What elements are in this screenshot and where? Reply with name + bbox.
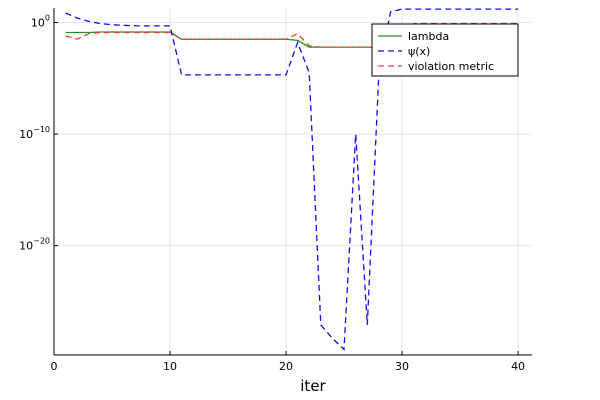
x-tick-label: 20: [279, 360, 293, 373]
x-ticks: 0 10 20 30 40: [51, 351, 525, 373]
legend-entry-label: violation metric: [408, 60, 494, 73]
legend-entry-label: lambda: [408, 30, 449, 43]
x-tick-label: 30: [395, 360, 409, 373]
y-ticks: 100 10−10 10−20: [19, 14, 58, 253]
x-tick-label: 40: [511, 360, 525, 373]
y-tick-label: 100: [31, 14, 50, 30]
legend: lambda ψ(x) violation metric: [371, 23, 519, 77]
legend-box: [371, 23, 519, 77]
legend-entry-label: ψ(x): [408, 45, 430, 58]
x-axis-label: iter: [300, 377, 326, 395]
x-tick-label: 10: [163, 360, 177, 373]
y-tick-label: 10−20: [19, 237, 50, 253]
y-tick-label: 10−10: [19, 125, 50, 141]
axes: [53, 8, 532, 356]
x-tick-label: 0: [51, 360, 58, 373]
